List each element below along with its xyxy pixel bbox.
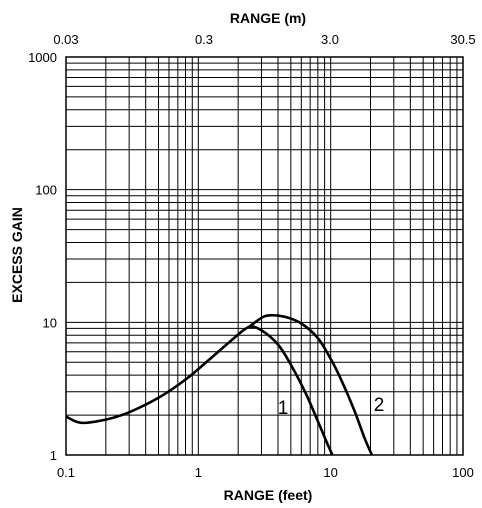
x-tick-label: 0.1 [57,465,75,480]
x2-tick-label: 0.3 [195,32,213,47]
x-axis-title: RANGE (feet) [224,487,313,503]
y-tick-label: 100 [35,183,57,198]
y-tick-label: 10 [43,315,57,330]
x2-tick-label: 30.5 [450,32,475,47]
curve-label-2: 2 [374,395,385,416]
y-tick-label: 1 [50,448,57,463]
series-2-curve [247,313,374,456]
x2-tick-label: 0.03 [53,32,78,47]
y-axis-title: EXCESS GAIN [9,207,25,303]
y-tick-label: 1000 [28,50,57,65]
x-tick-label: 100 [452,465,474,480]
x-tick-label: 1 [195,465,202,480]
curve-label-1: 1 [278,398,289,419]
x-tick-label: 10 [323,465,337,480]
x2-tick-label: 3.0 [321,32,339,47]
curves [65,313,374,456]
x2-axis-title: RANGE (m) [230,10,306,26]
plot-frame [65,56,464,456]
grid-lines [66,57,463,455]
series-1-curve [65,325,334,456]
